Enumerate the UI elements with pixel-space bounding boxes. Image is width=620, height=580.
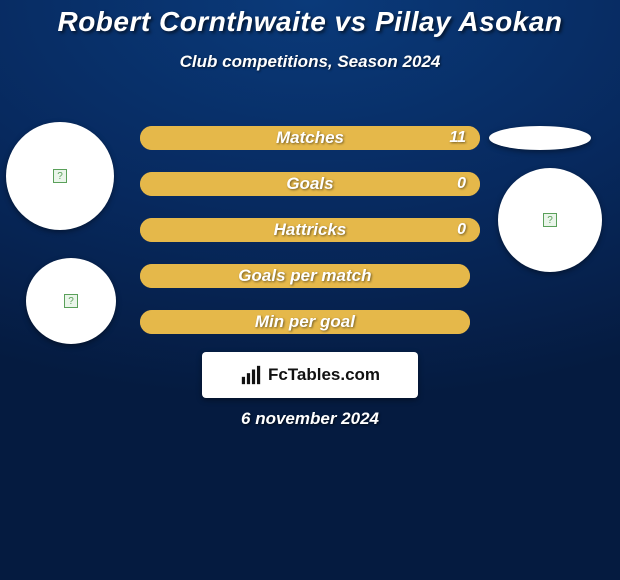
image-placeholder-icon: ? (543, 213, 557, 227)
avatar: ? (26, 258, 116, 344)
stats-container: Matches 11 Goals 0 Hattricks 0 Goals per match… (140, 126, 480, 356)
infographic-content: Robert Cornthwaite vs Pillay Asokan Club… (0, 0, 620, 580)
watermark: FcTables.com (202, 352, 418, 398)
stat-bar: Goals 0 (140, 172, 480, 196)
image-placeholder-icon: ? (64, 294, 78, 308)
datestamp: 6 november 2024 (241, 409, 379, 429)
stat-bar: Goals per match (140, 264, 470, 288)
watermark-text: FcTables.com (268, 365, 380, 385)
stat-label: Hattricks (274, 220, 347, 240)
stat-value: 0 (457, 221, 466, 239)
avatar-oval (489, 126, 591, 150)
stat-bar: Hattricks 0 (140, 218, 480, 242)
stat-label: Min per goal (255, 312, 355, 332)
stat-label: Goals per match (238, 266, 371, 286)
stat-bar: Matches 11 (140, 126, 480, 150)
avatar: ? (6, 122, 114, 230)
stat-label: Goals (286, 174, 333, 194)
avatar: ? (498, 168, 602, 272)
chart-icon (240, 364, 262, 386)
stat-label: Matches (276, 128, 344, 148)
stat-bar: Min per goal (140, 310, 470, 334)
stat-value: 11 (449, 129, 466, 147)
image-placeholder-icon: ? (53, 169, 67, 183)
page-title: Robert Cornthwaite vs Pillay Asokan (0, 0, 620, 38)
stat-value: 0 (457, 175, 466, 193)
subtitle: Club competitions, Season 2024 (0, 52, 620, 72)
